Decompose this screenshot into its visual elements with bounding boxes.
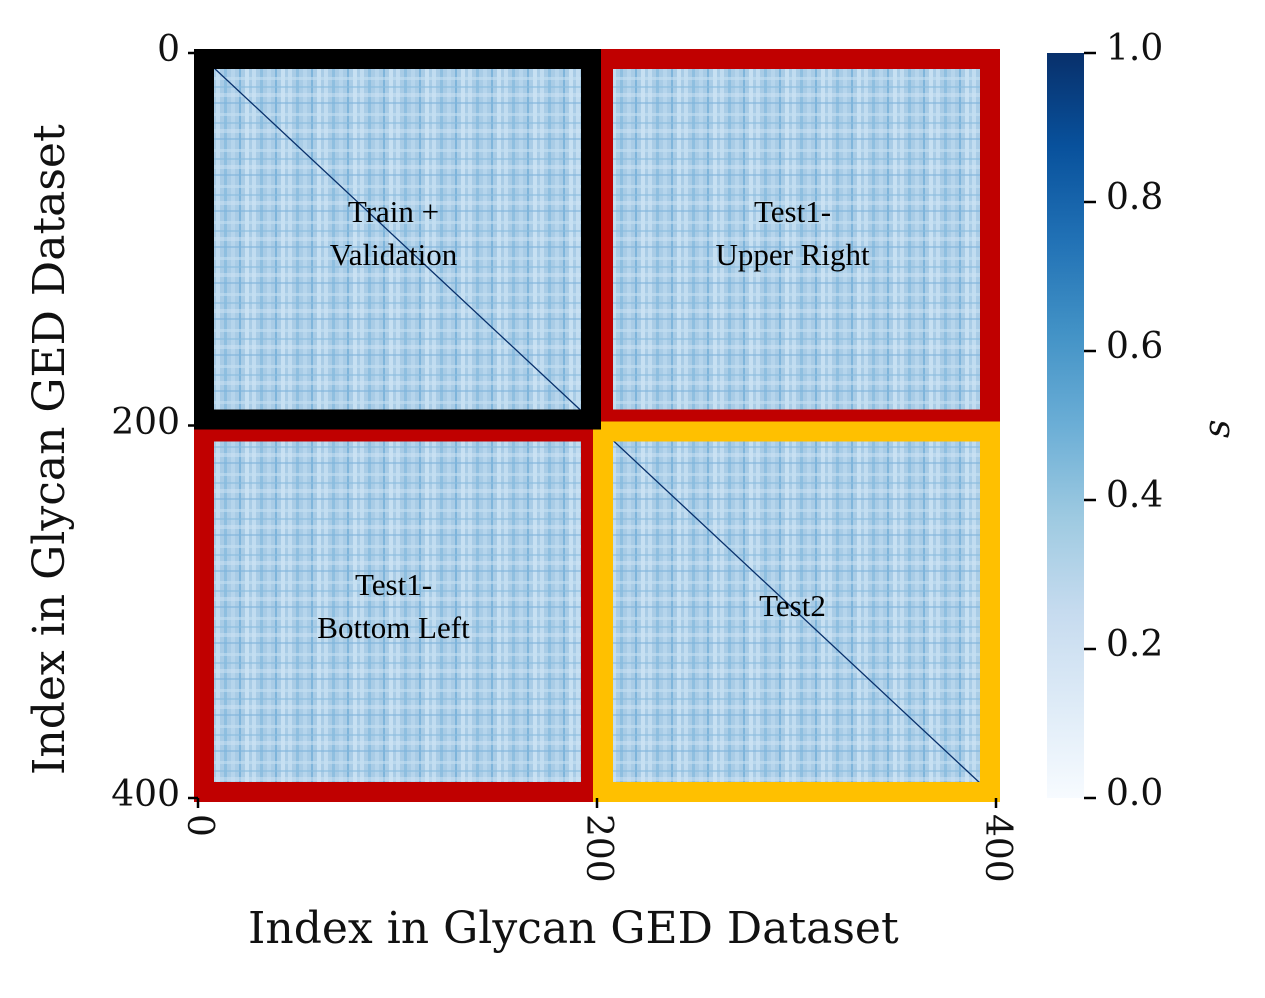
- region-label-line: Upper Right: [715, 237, 870, 273]
- axes: [188, 51, 998, 808]
- y-tick-label: 0: [157, 29, 180, 70]
- region-borders: [194, 49, 1000, 802]
- y-axis-title: Index in Glycan GED Dataset: [24, 124, 75, 775]
- y-tick-label: 400: [111, 774, 180, 815]
- region-label-line: Test1-: [753, 194, 832, 230]
- region-label-line: Test2: [759, 588, 826, 624]
- region-label-test2: Test2: [673, 584, 913, 627]
- region-label-test1-bottom-left: Test1- Bottom Left: [274, 563, 514, 649]
- x-tick-label: 400: [977, 814, 1018, 883]
- x-tick-label: 0: [179, 814, 220, 837]
- region-label-line: Test1-: [354, 566, 433, 602]
- region-label-line: Validation: [329, 237, 458, 273]
- colorbar-gradient: [1047, 53, 1084, 798]
- colorbar-title: s: [1197, 419, 1238, 438]
- region-border-test1-bottom-left: [194, 421, 601, 802]
- colorbar-tick-label: 1.0: [1106, 28, 1164, 69]
- diagonal-line-test2: [596, 425, 997, 799]
- diagonal-line-train: [197, 52, 598, 426]
- region-label-line: Train +: [347, 194, 440, 230]
- colorbar-tick-label: 0.2: [1106, 624, 1164, 665]
- x-tick-label: 200: [578, 814, 619, 883]
- region-border-test1-upper-right: [593, 49, 1000, 430]
- colorbar-tick-label: 0.6: [1106, 326, 1164, 367]
- colorbar-tick-label: 0.4: [1106, 475, 1164, 516]
- y-tick-label: 200: [111, 401, 180, 443]
- region-label-test1-upper-right: Test1- Upper Right: [673, 190, 913, 276]
- colorbar-tick-label: 0.8: [1106, 177, 1164, 218]
- colorbar-tick-label: 0.0: [1106, 773, 1164, 814]
- region-border-test2: [593, 421, 1000, 802]
- x-axis-title: Index in Glycan GED Dataset: [248, 903, 899, 954]
- region-border-train-validation: [194, 49, 601, 430]
- region-label-line: Bottom Left: [317, 609, 470, 645]
- region-label-train-validation: Train + Validation: [274, 190, 514, 276]
- colorbar: [1047, 51, 1096, 800]
